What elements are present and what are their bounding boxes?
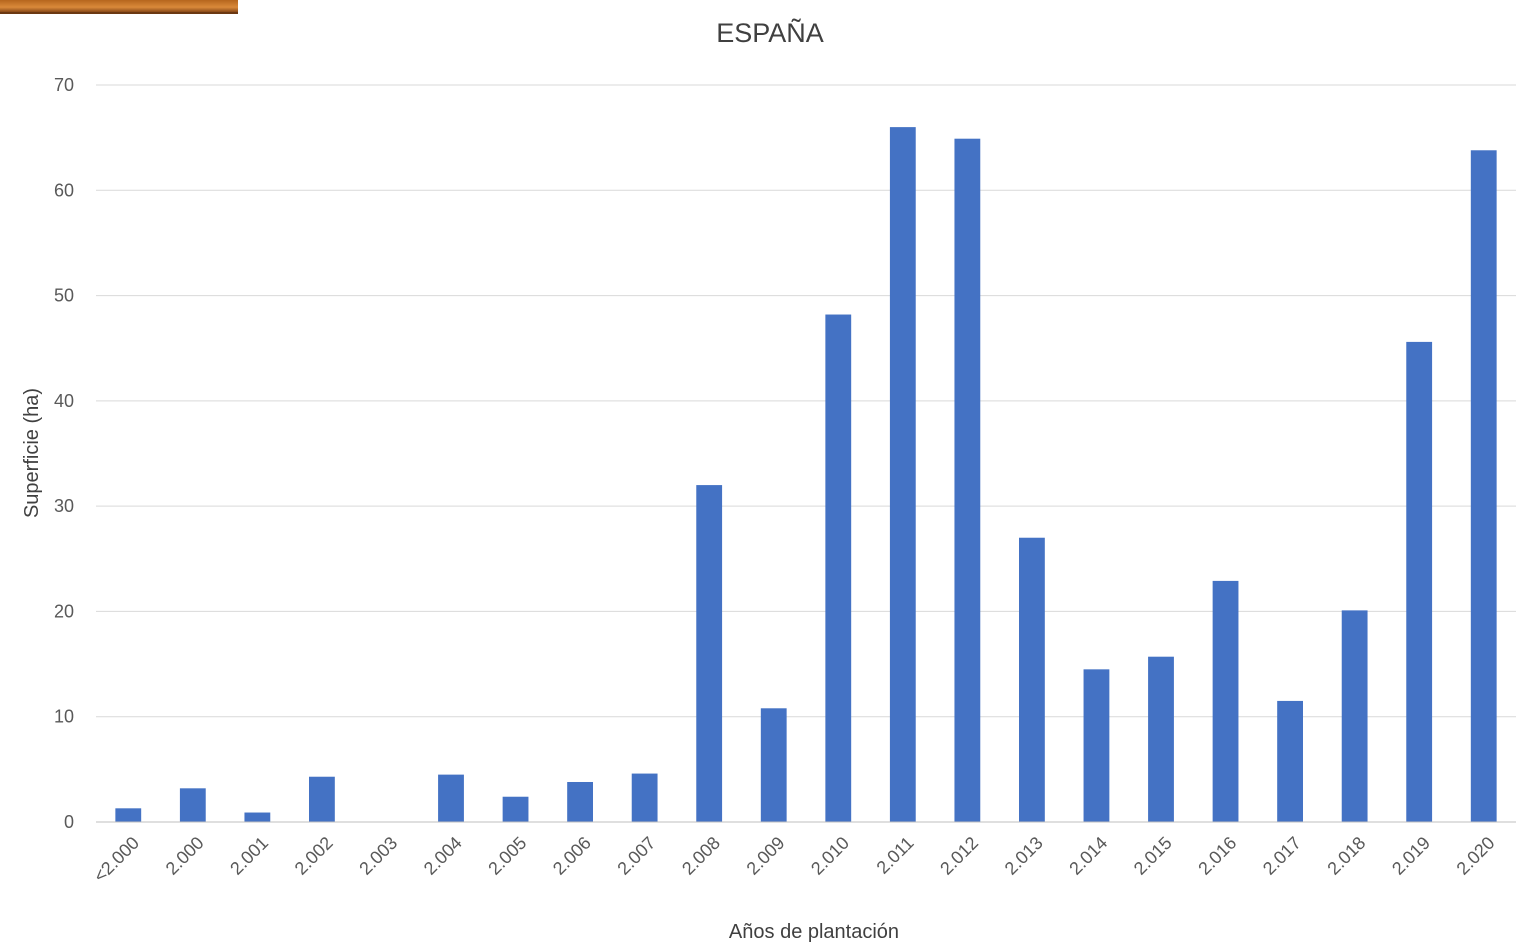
x-tick-label: 2.005 [484, 833, 530, 879]
bar [309, 776, 335, 822]
bar [631, 773, 658, 822]
x-tick-label: 2.018 [1323, 833, 1369, 879]
x-tick-label: 2.007 [613, 833, 659, 879]
bar [1277, 700, 1303, 822]
x-tick-label: 2.019 [1388, 833, 1434, 879]
x-tick-label: 2.001 [226, 833, 272, 879]
x-tick-label: <2.000 [90, 833, 143, 886]
y-tick-label: 10 [54, 707, 74, 727]
corner-decoration [0, 0, 238, 14]
y-tick-label: 0 [64, 812, 74, 832]
y-tick-label: 40 [54, 391, 74, 411]
bar [1341, 610, 1368, 822]
y-tick-label: 30 [54, 496, 74, 516]
x-tick-label: 2.020 [1453, 833, 1499, 879]
bar [115, 808, 142, 822]
gridlines [96, 84, 1516, 718]
y-tick-label: 70 [54, 75, 74, 95]
bar [825, 314, 852, 822]
x-tick-label: 2.017 [1259, 833, 1305, 879]
bar [760, 708, 787, 822]
x-tick-label: 2.014 [1065, 833, 1111, 879]
y-axis-title: Superficie (ha) [21, 388, 43, 518]
bar [179, 788, 206, 822]
x-tick-label: 2.012 [936, 833, 982, 879]
bars [115, 127, 1497, 823]
bar [438, 774, 464, 822]
y-axis-ticks: 0 10 20 30 40 50 60 70 [54, 75, 74, 832]
bar [567, 781, 593, 822]
y-tick-label: 20 [54, 601, 74, 621]
bar [1212, 580, 1239, 822]
x-axis-ticks: <2.000 2.000 2.001 2.002 2.003 2.004 2.005 2.00… [90, 833, 1499, 886]
x-tick-label: 2.011 [873, 833, 918, 878]
x-tick-label: 2.009 [743, 833, 789, 879]
x-tick-label: 2.015 [1130, 833, 1176, 879]
x-tick-label: 2.006 [549, 833, 595, 879]
chart-title: ESPAÑA [716, 17, 824, 48]
x-tick-label: 2.010 [807, 833, 853, 879]
x-tick-label: 2.016 [1194, 833, 1240, 879]
x-tick-label: 2.003 [355, 833, 401, 879]
x-tick-label: 2.000 [162, 833, 208, 879]
bar [1083, 669, 1110, 822]
bar [502, 796, 529, 822]
bar [1148, 656, 1174, 822]
bar [696, 485, 723, 822]
y-tick-label: 50 [54, 286, 74, 306]
bar [1019, 537, 1045, 822]
y-tick-label: 60 [54, 180, 74, 200]
bar [244, 812, 271, 822]
x-axis-title: Años de plantación [729, 921, 899, 943]
x-tick-label: 2.004 [420, 833, 466, 879]
x-tick-label: 2.013 [1001, 833, 1047, 879]
bar [1406, 341, 1433, 822]
bar [1470, 150, 1497, 822]
bar [954, 138, 981, 823]
bar [889, 127, 916, 823]
x-tick-label: 2.008 [678, 833, 724, 879]
x-tick-label: 2.002 [291, 833, 337, 879]
